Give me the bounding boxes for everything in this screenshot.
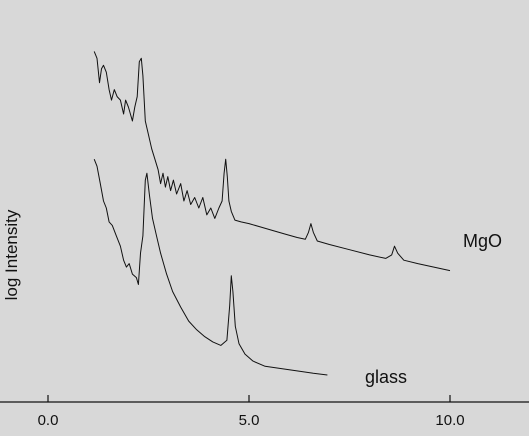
y-axis-label: log Intensity <box>2 209 21 300</box>
x-tick-label-2: 10.0 <box>435 412 464 429</box>
series-line-glass <box>93 159 328 376</box>
x-tick-label-0: 0.0 <box>38 412 59 429</box>
series-line-mgo <box>93 51 451 272</box>
x-tick-label-1: 5.0 <box>239 412 260 429</box>
plot-area <box>93 51 451 376</box>
series-label-glass: glass <box>365 367 407 387</box>
x-axis-ticks: 0.0 5.0 10.0 <box>38 395 465 429</box>
series-label-mgo: MgO <box>463 231 502 251</box>
